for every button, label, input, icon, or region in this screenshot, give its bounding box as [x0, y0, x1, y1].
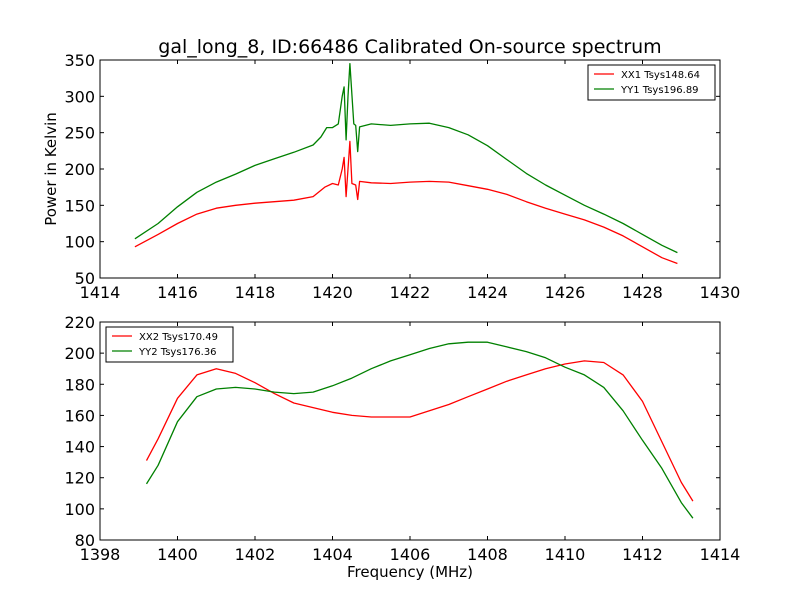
- y-tick-label: 220: [64, 313, 95, 332]
- x-tick-label: 1412: [622, 545, 663, 564]
- y-tick-label: 160: [64, 406, 95, 425]
- x-tick-label: 1404: [312, 545, 353, 564]
- top-chart-panel: gal_long_8, ID:66486 Calibrated On-sourc…: [42, 36, 740, 302]
- x-tick-label: 1414: [700, 545, 741, 564]
- x-tick-label: 1402: [235, 545, 276, 564]
- y-tick-label: 350: [64, 51, 95, 70]
- top-ticks: 1414 1416 1418 1420 1422 1424 1426 1428 1430 50 10…: [64, 51, 740, 302]
- y-tick-label: 200: [64, 160, 95, 179]
- x-tick-label: 1408: [467, 545, 508, 564]
- y-axis-label: Power in Kelvin: [42, 112, 60, 226]
- x-axis-label: Frequency (MHz): [347, 563, 473, 581]
- x-tick-label: 1422: [390, 283, 431, 302]
- x-tick-label: 1418: [235, 283, 276, 302]
- legend-label-xx1: XX1 Tsys148.64: [621, 70, 700, 81]
- bottom-legend: XX2 Tsys170.49 YY2 Tsys176.36: [105, 326, 234, 363]
- top-legend: XX1 Tsys148.64 YY1 Tsys196.89: [587, 64, 716, 101]
- y-tick-label: 140: [64, 438, 95, 457]
- x-tick-label: 1406: [390, 545, 431, 564]
- x-tick-label: 1398: [80, 545, 121, 564]
- series-line-1: [145, 341, 694, 519]
- x-tick-label: 1400: [157, 545, 198, 564]
- x-tick-label: 1416: [157, 283, 198, 302]
- y-tick-label: 80: [75, 531, 95, 550]
- x-tick-label: 1410: [545, 545, 586, 564]
- chart-title: gal_long_8, ID:66486 Calibrated On-sourc…: [158, 36, 661, 58]
- top-series-lines: [134, 62, 678, 265]
- y-tick-label: 120: [64, 469, 95, 488]
- bottom-ticks: 1398 1400 1402 1404 1406 1408 1410 1412 1414 80 10…: [64, 313, 740, 564]
- bottom-series-lines: [145, 341, 694, 519]
- series-line-1: [134, 62, 678, 254]
- y-tick-label: 200: [64, 344, 95, 363]
- x-tick-label: 1426: [545, 283, 586, 302]
- y-tick-label: 300: [64, 87, 95, 106]
- series-line-0: [145, 360, 694, 502]
- y-tick-label: 50: [75, 269, 95, 288]
- top-plot-frame: [99, 59, 721, 279]
- bottom-chart-panel: Frequency (MHz) 1398 1400 1402 1404 1406 1408…: [64, 313, 740, 581]
- top-legend-box: [587, 64, 716, 101]
- bottom-plot-frame: [99, 321, 721, 541]
- x-tick-label: 1424: [467, 283, 508, 302]
- legend-label-xx2: XX2 Tsys170.49: [139, 332, 218, 343]
- x-tick-label: 1430: [700, 283, 741, 302]
- x-tick-label: 1420: [312, 283, 353, 302]
- x-tick-label: 1414: [80, 283, 121, 302]
- legend-label-yy2: YY2 Tsys176.36: [138, 347, 217, 358]
- bottom-legend-box: [105, 326, 234, 363]
- x-tick-label: 1428: [622, 283, 663, 302]
- y-tick-label: 150: [64, 196, 95, 215]
- y-tick-label: 250: [64, 124, 95, 143]
- y-tick-label: 180: [64, 375, 95, 394]
- series-line-0: [134, 140, 678, 265]
- y-tick-label: 100: [64, 233, 95, 252]
- legend-label-yy1: YY1 Tsys196.89: [620, 85, 699, 96]
- y-tick-label: 100: [64, 500, 95, 519]
